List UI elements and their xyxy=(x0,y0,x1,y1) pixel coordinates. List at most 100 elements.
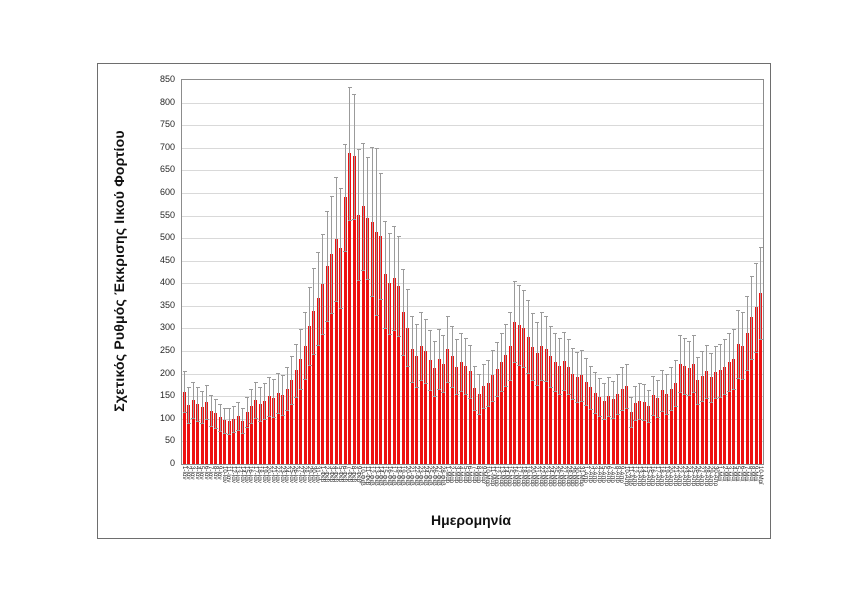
bar xyxy=(352,156,356,464)
error-bar xyxy=(384,220,386,328)
error-bar xyxy=(237,402,239,431)
error-bar xyxy=(340,187,342,309)
error-bar-cap xyxy=(289,356,294,358)
error-bar-cap xyxy=(262,419,267,421)
error-bar-cap xyxy=(432,340,437,342)
bar xyxy=(441,363,445,464)
error-bar xyxy=(460,333,462,392)
error-bar-cap xyxy=(633,385,638,387)
error-bar-cap xyxy=(606,376,611,378)
error-bar-cap xyxy=(736,378,741,380)
bar xyxy=(593,392,597,464)
error-bar-cap xyxy=(414,324,419,326)
error-bar xyxy=(291,356,293,405)
y-tick-label: 200 xyxy=(159,367,175,378)
gridline xyxy=(182,215,763,217)
error-bar-cap xyxy=(378,299,383,301)
bar xyxy=(549,356,553,464)
error-bar-cap xyxy=(392,329,397,331)
error-bar-cap xyxy=(280,375,285,377)
error-bar-cap xyxy=(218,431,223,433)
error-bar-cap xyxy=(503,323,508,325)
error-bar-cap xyxy=(490,400,495,402)
error-bar-cap xyxy=(338,187,343,189)
error-bar-cap xyxy=(316,251,321,253)
error-bar xyxy=(719,343,721,398)
error-bar xyxy=(536,321,538,385)
error-bar-cap xyxy=(579,350,584,352)
error-bar-cap xyxy=(463,337,468,339)
error-bar-cap xyxy=(503,385,508,387)
error-bar xyxy=(737,310,739,379)
bar xyxy=(236,416,240,464)
error-bar xyxy=(527,300,529,373)
error-bar-cap xyxy=(249,422,254,424)
bar xyxy=(227,421,231,464)
bar xyxy=(410,348,414,464)
error-bar-cap xyxy=(477,413,482,415)
error-bar-cap xyxy=(700,400,705,402)
bar xyxy=(517,324,521,464)
error-bar-cap xyxy=(343,250,348,252)
error-bar-cap xyxy=(182,371,187,373)
bar xyxy=(598,397,602,464)
error-bar xyxy=(518,285,520,365)
error-bar-cap xyxy=(298,389,303,390)
error-bar-cap xyxy=(517,285,522,287)
error-bar xyxy=(206,384,208,420)
error-bar xyxy=(710,352,712,402)
error-bar xyxy=(255,382,257,419)
bar xyxy=(339,248,343,464)
bar xyxy=(419,345,423,464)
error-bar-cap xyxy=(629,426,633,428)
error-bar-cap xyxy=(749,358,754,360)
error-bar-cap xyxy=(387,232,392,234)
error-bar-cap xyxy=(593,412,598,414)
error-bar xyxy=(197,386,199,422)
error-bar-cap xyxy=(575,402,580,404)
gridline xyxy=(182,125,763,127)
error-bar-cap xyxy=(392,225,397,227)
error-bar-cap xyxy=(441,392,446,394)
y-tick-label: 300 xyxy=(159,322,175,333)
bar xyxy=(428,360,432,464)
error-bar-cap xyxy=(566,339,571,341)
bar xyxy=(294,370,298,464)
error-bar-cap xyxy=(611,417,616,419)
bar xyxy=(508,345,512,464)
error-bar-cap xyxy=(481,364,486,366)
error-bar-cap xyxy=(700,351,705,353)
error-bar-cap xyxy=(222,407,227,409)
bar xyxy=(642,402,646,464)
x-tick-label: 10-Μαϊ xyxy=(756,466,763,485)
error-bar-cap xyxy=(620,409,625,411)
error-bar-cap xyxy=(325,211,330,212)
bar xyxy=(491,375,495,464)
bar xyxy=(361,206,365,464)
error-bar-cap xyxy=(200,423,205,425)
error-bar-cap xyxy=(195,421,200,423)
error-bar xyxy=(652,375,654,415)
error-bar xyxy=(398,236,400,336)
bar xyxy=(705,371,709,464)
error-bar-cap xyxy=(432,395,437,397)
y-tick-label: 450 xyxy=(159,254,175,265)
error-bar xyxy=(273,378,275,417)
bar xyxy=(638,400,642,464)
error-bar xyxy=(706,345,708,398)
error-bar xyxy=(389,232,391,334)
y-tick-label: 250 xyxy=(159,345,175,356)
error-bar-cap xyxy=(303,312,308,314)
error-bar xyxy=(349,86,351,220)
error-bar-cap xyxy=(682,337,687,339)
bar xyxy=(263,401,267,464)
plot-area xyxy=(181,79,764,465)
error-bar xyxy=(701,351,703,401)
error-bar-cap xyxy=(267,415,272,417)
bar xyxy=(580,375,584,464)
error-bar xyxy=(335,176,337,302)
error-bar xyxy=(282,375,284,416)
error-bar-cap xyxy=(530,379,535,381)
error-bar-cap xyxy=(445,381,450,383)
y-axis-title: Σχετικός Ρυθμός Έκκρισης Ιικού Φορτίου xyxy=(111,130,127,412)
